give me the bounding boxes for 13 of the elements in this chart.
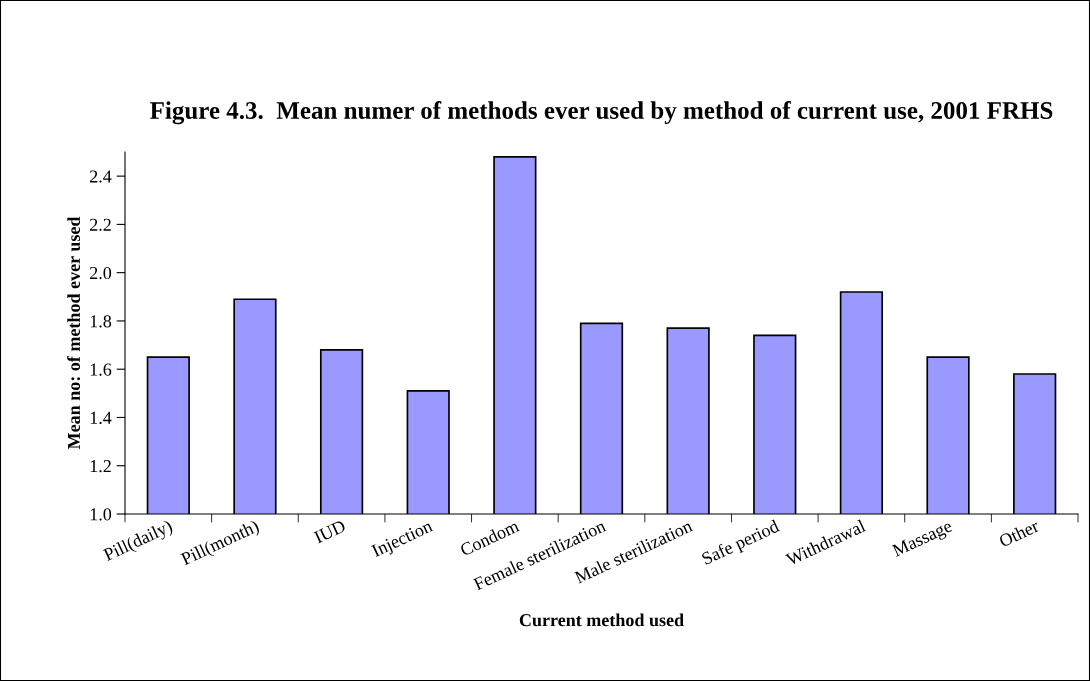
y-tick-label: 1.4 <box>90 411 112 424</box>
x-tick-label: IUD <box>313 519 347 544</box>
x-axis-title: Current method used <box>519 613 684 627</box>
y-tick-label: 1.6 <box>90 363 112 376</box>
y-tick-label: 1.2 <box>90 460 111 473</box>
y-tick-label: 2.2 <box>90 218 111 231</box>
y-tick-label: 1.0 <box>90 508 112 521</box>
y-axis-title: Mean no: of method ever used <box>67 216 81 450</box>
y-tick-label: 1.8 <box>90 315 112 328</box>
chart-title: Figure 4.3. Mean numer of methods ever used by method of current use, 2001 FRHS <box>150 101 1053 125</box>
y-tick-label: 2.0 <box>90 266 112 280</box>
y-tick-label: 2.4 <box>90 170 112 183</box>
x-tick-label: Other <box>998 518 1040 548</box>
